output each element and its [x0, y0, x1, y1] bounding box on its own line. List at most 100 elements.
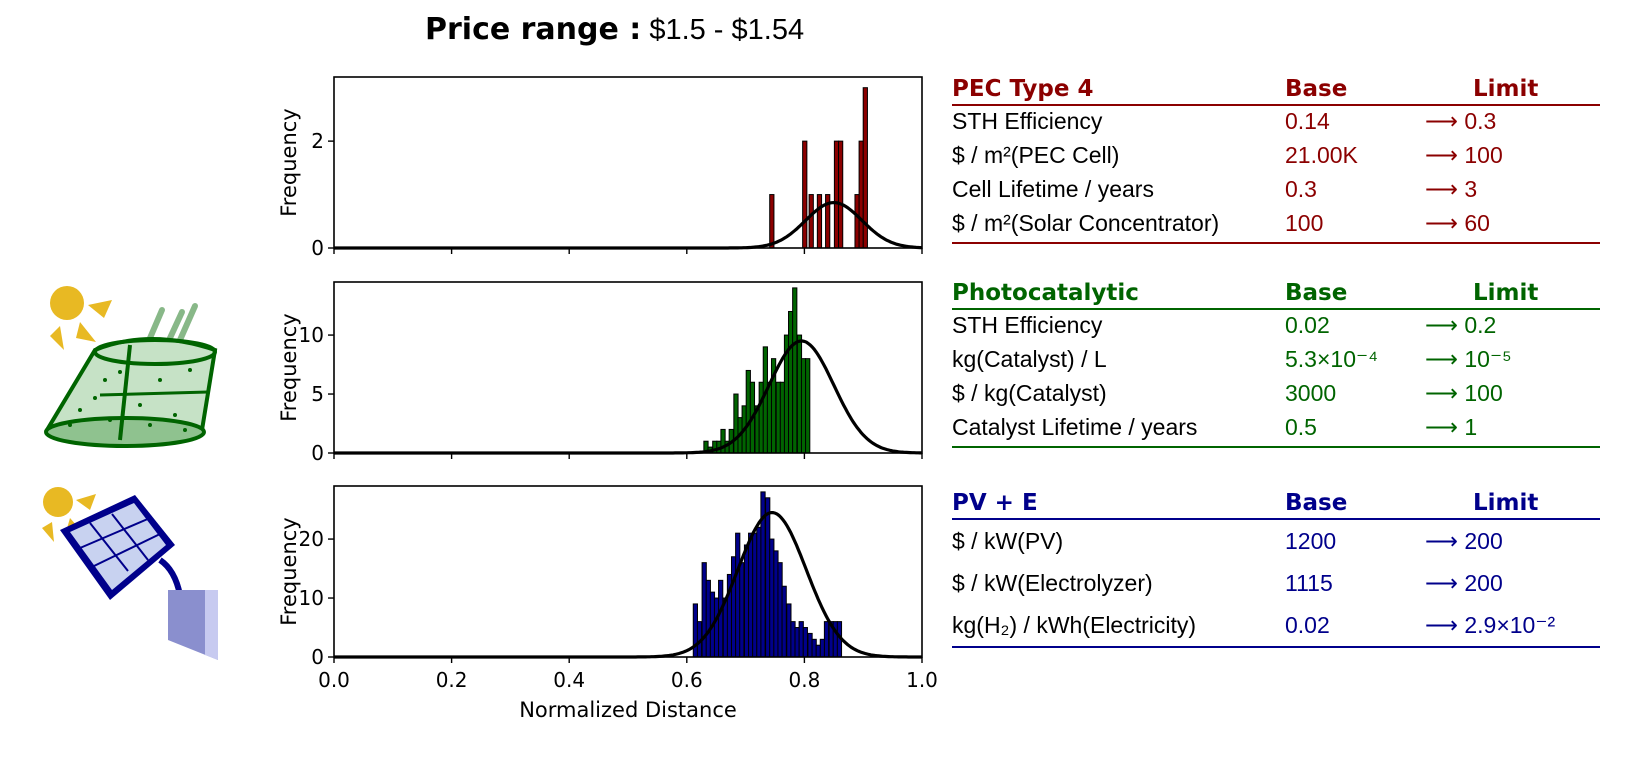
histogram-bar — [758, 381, 764, 454]
histogram-bar — [701, 562, 707, 658]
histogram-bar — [748, 532, 754, 658]
table-row: $ / m²(Solar Concentrator) 100 ⟶ 60 — [952, 208, 1600, 242]
histogram-bar — [743, 544, 750, 658]
histogram-bar — [777, 562, 783, 658]
histogram-bar — [790, 621, 796, 658]
photo-table-header: Photocatalytic Base Limit — [952, 278, 1600, 310]
base-value: 1200 — [1285, 528, 1337, 554]
y-axis-label: Frequency — [277, 517, 301, 626]
table-row: kg(Catalyst) / L 5.3×10⁻⁴ ⟶ 10⁻⁵ — [952, 344, 1600, 378]
table-bottom-rule — [952, 242, 1600, 244]
histogram-bar — [720, 428, 726, 454]
histogram-bar — [858, 140, 864, 249]
histogram-bar — [838, 140, 844, 249]
histogram-bar — [805, 358, 811, 454]
histogram-bar — [781, 585, 787, 658]
x-tick-label: 0.2 — [436, 668, 468, 692]
y-tick-label: 20 — [299, 527, 324, 551]
histogram-bar — [730, 556, 737, 658]
photo-heading: Photocatalytic — [952, 280, 1139, 306]
histogram-bar — [833, 140, 840, 249]
x-tick-label: 1.0 — [906, 668, 938, 692]
param-label: $ / m²(Solar Concentrator) — [952, 210, 1220, 236]
histogram-bar — [773, 550, 779, 658]
base-value: 21.00K — [1285, 142, 1358, 168]
histogram-bar — [718, 579, 724, 658]
limit-value: ⟶ 0.2 — [1425, 312, 1497, 338]
y-tick-label: 0 — [311, 645, 324, 669]
limit-value: ⟶ 200 — [1425, 528, 1503, 554]
histogram-bar — [807, 632, 813, 658]
x-tick-label: 0.0 — [318, 668, 350, 692]
histogram-bar — [815, 644, 821, 658]
photocatalytic-reactor-icon — [43, 286, 218, 448]
axes-frame — [333, 281, 923, 454]
limit-value: ⟶ 1 — [1425, 414, 1478, 440]
histogram-bar — [766, 381, 773, 454]
y-tick-label: 10 — [299, 586, 324, 610]
base-value: 100 — [1285, 210, 1324, 236]
param-label: Catalyst Lifetime / years — [952, 414, 1198, 440]
histogram-bar — [819, 638, 826, 658]
base-value: 3000 — [1285, 380, 1337, 406]
pec-table: PEC Type 4 Base Limit STH Efficiency 0.14… — [952, 74, 1600, 244]
price-range-label: Price range : — [425, 12, 642, 47]
param-label: kg(H₂) / kWh(Electricity) — [952, 612, 1197, 638]
pv-heading: PV + E — [952, 490, 1038, 516]
histogram-bar — [752, 532, 758, 658]
pv-table: PV + E Base Limit $ / kW(PV) 1200 ⟶ 200 $ … — [952, 488, 1600, 648]
histogram-bar — [765, 497, 771, 658]
histogram-bar — [713, 597, 720, 658]
histogram-bar — [705, 579, 711, 658]
normal-fit-curve — [334, 339, 922, 455]
table-bottom-rule — [952, 446, 1600, 448]
histogram-bar — [775, 381, 781, 454]
pec-heading: PEC Type 4 — [952, 76, 1094, 102]
x-tick-label: 0.8 — [788, 668, 820, 692]
param-label: $ / kg(Catalyst) — [952, 380, 1107, 406]
limit-value: ⟶ 100 — [1425, 380, 1503, 406]
table-row: $ / kW(Electrolyzer) 1115 ⟶ 200 — [952, 562, 1600, 604]
y-tick-label: 0 — [311, 236, 324, 260]
histogram-bar — [811, 638, 817, 658]
axes-frame — [333, 76, 923, 249]
param-label: STH Efficiency — [952, 108, 1103, 134]
table-row: STH Efficiency 0.14 ⟶ 0.3 — [952, 106, 1600, 140]
base-value: 0.5 — [1285, 414, 1317, 440]
table-bottom-rule — [952, 646, 1600, 648]
table-row: $ / kW(PV) 1200 ⟶ 200 — [952, 520, 1600, 562]
pec-table-header: PEC Type 4 Base Limit — [952, 74, 1600, 106]
histogram-bar — [823, 621, 830, 658]
x-tick-label: 0.6 — [671, 668, 703, 692]
price-range-title: Price range : $1.5 - $1.54 — [425, 12, 804, 47]
limit-value: ⟶ 3 — [1425, 176, 1478, 202]
price-range-value: $1.5 - $1.54 — [649, 14, 805, 46]
y-axis-label: Frequency — [277, 108, 301, 217]
base-value: 0.02 — [1285, 612, 1330, 638]
histogram-bar — [762, 346, 768, 454]
photocatalytic-table: Photocatalytic Base Limit STH Efficiency… — [952, 278, 1600, 448]
limit-value: ⟶ 200 — [1425, 570, 1503, 596]
histogram-bar — [798, 621, 804, 658]
param-label: $ / kW(PV) — [952, 528, 1064, 554]
param-label: Cell Lifetime / years — [952, 176, 1154, 202]
histogram-bar — [792, 287, 798, 454]
pv-limit-heading: Limit — [1473, 490, 1539, 516]
histogram-bar — [733, 393, 739, 454]
table-row: Catalyst Lifetime / years 0.5 ⟶ 1 — [952, 412, 1600, 446]
pec-limit-heading: Limit — [1473, 76, 1539, 102]
y-tick-label: 5 — [311, 382, 324, 406]
pec-histogram-panel: 0 2 Frequency — [277, 76, 923, 260]
limit-value: ⟶ 2.9×10⁻² — [1425, 612, 1556, 638]
pv-base-heading: Base — [1285, 490, 1348, 516]
photo-limit-heading: Limit — [1473, 280, 1539, 306]
table-row: $ / kg(Catalyst) 3000 ⟶ 100 — [952, 378, 1600, 412]
histogram-bar — [769, 194, 775, 249]
pec-base-heading: Base — [1285, 76, 1348, 102]
limit-value: ⟶ 0.3 — [1425, 108, 1497, 134]
y-tick-label: 0 — [311, 441, 324, 465]
y-tick-label: 2 — [311, 129, 324, 153]
histogram-bar — [739, 562, 745, 658]
